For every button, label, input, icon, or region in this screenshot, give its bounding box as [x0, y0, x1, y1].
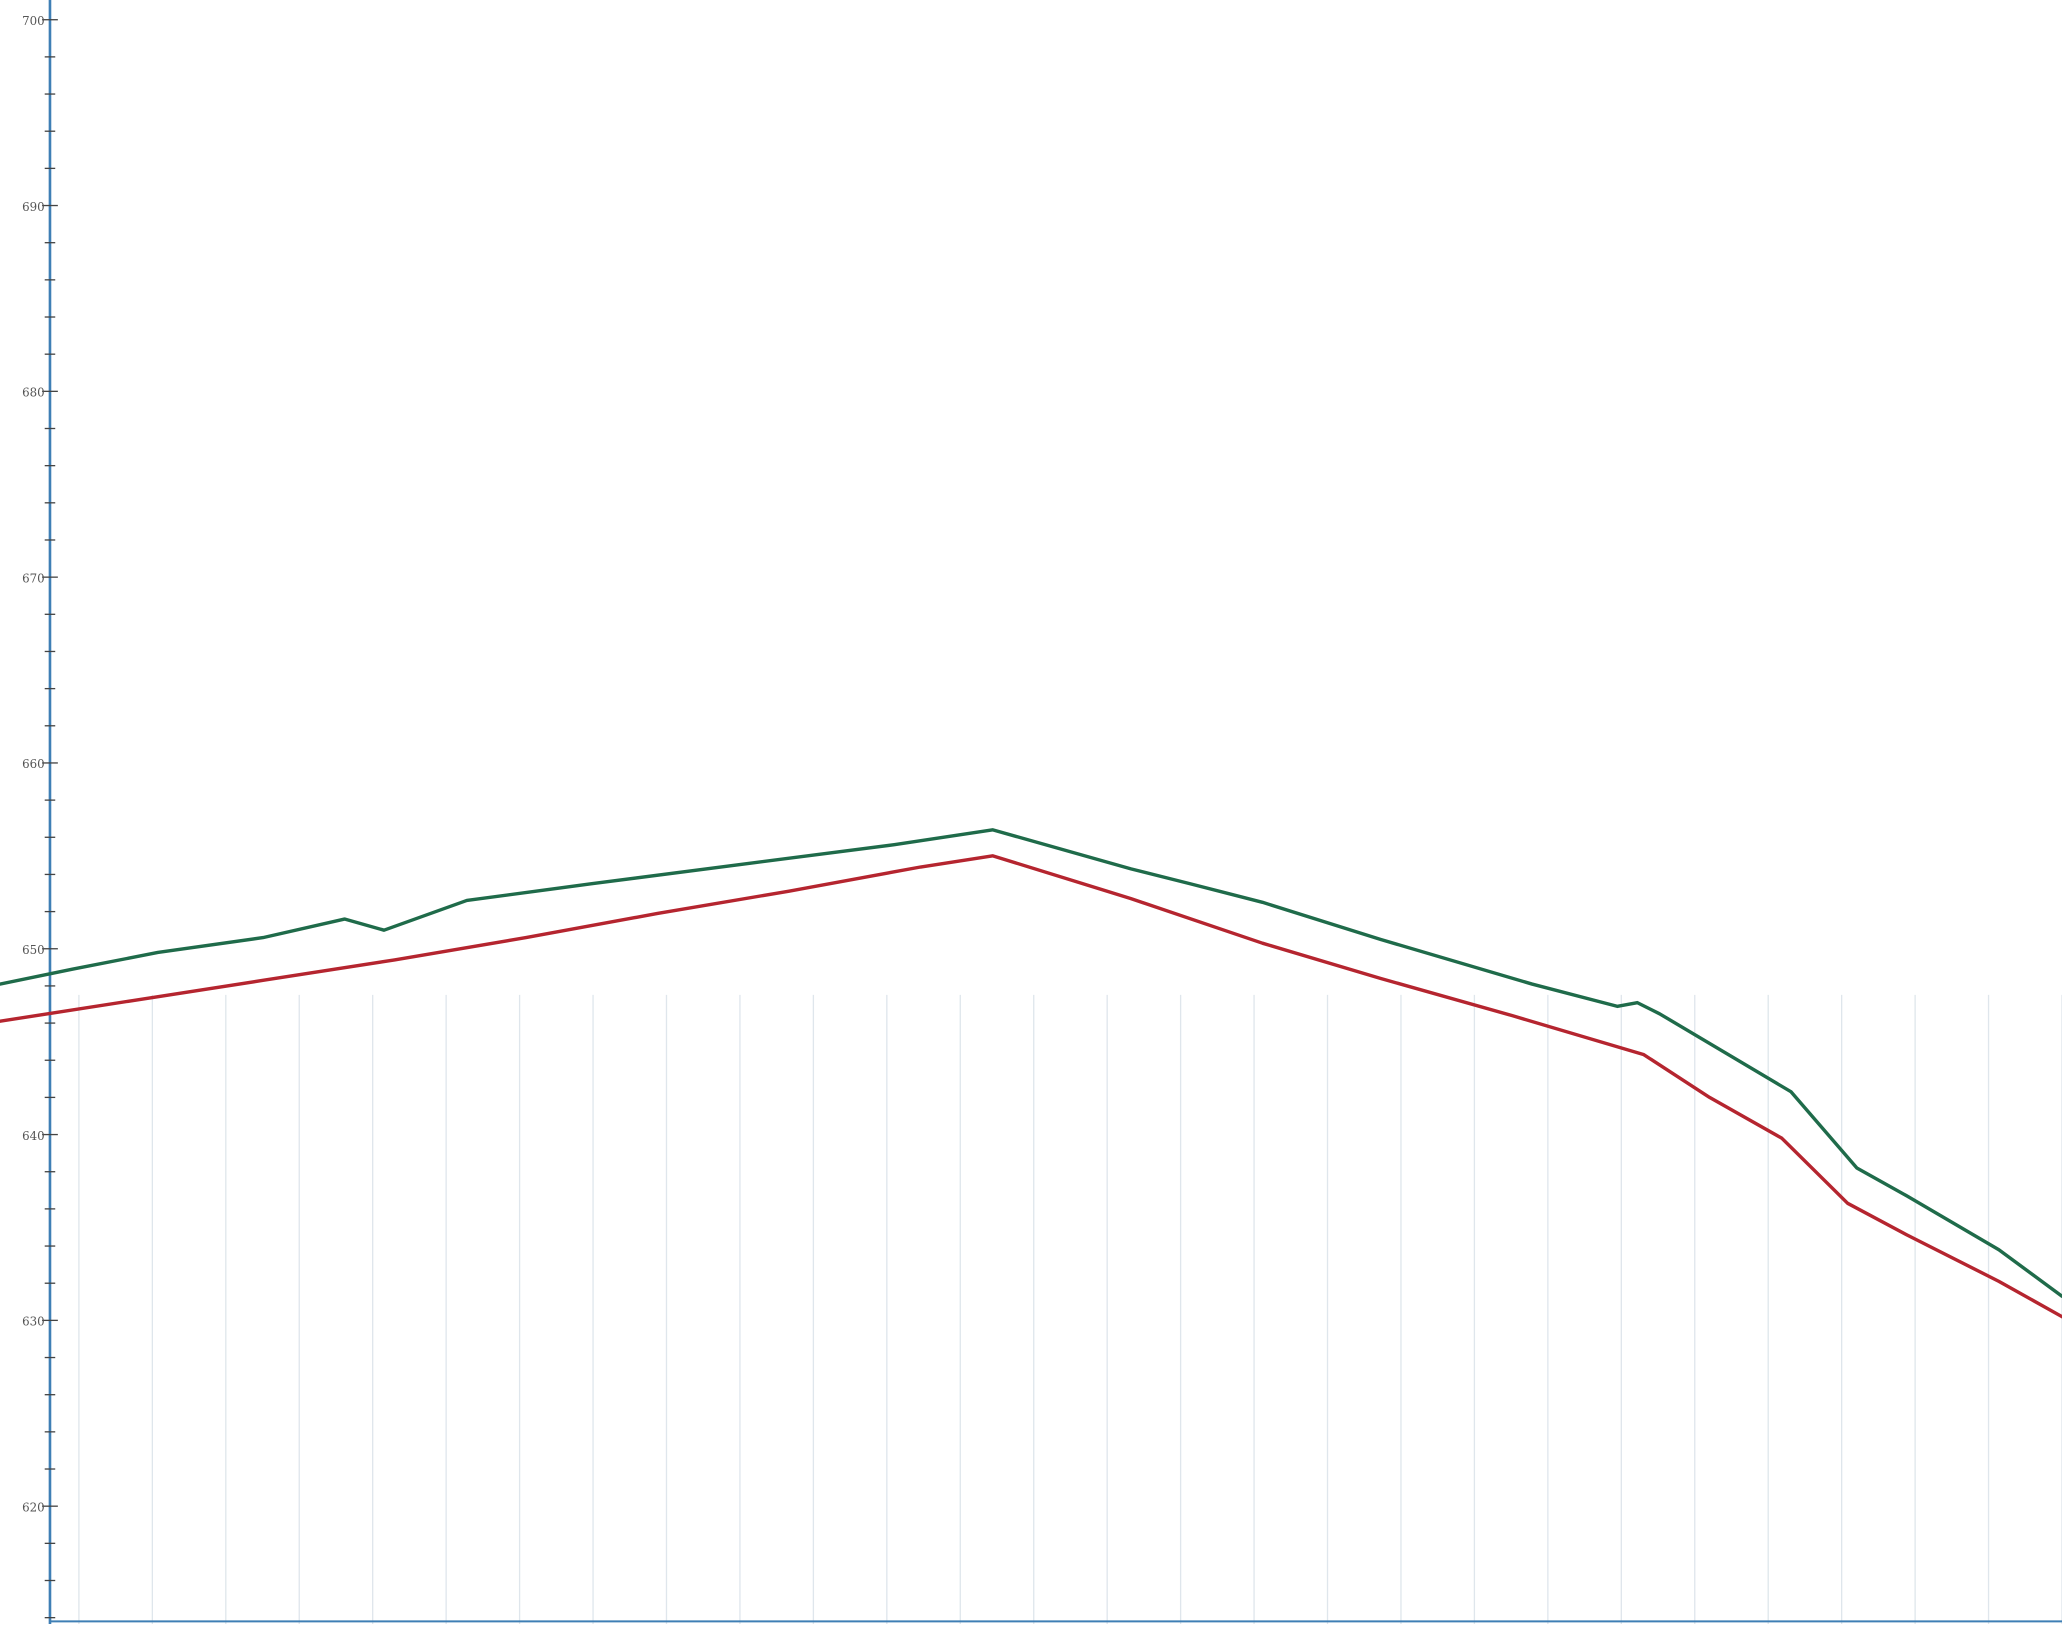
lower-series-point: [1129, 897, 1133, 900]
series-layer: [0, 828, 2062, 1319]
lower-series-point: [1261, 942, 1264, 945]
upper-series-point: [1616, 1005, 1619, 1008]
y-tick-label: 660: [22, 757, 45, 771]
upper-series-point: [156, 951, 159, 954]
lower-series-point: [656, 912, 659, 915]
y-tick-label: 700: [22, 14, 45, 28]
lower-series-point: [1511, 1014, 1514, 1017]
upper-series-point: [1658, 1012, 1661, 1015]
upper-series-point: [261, 936, 265, 939]
lower-series-line: [0, 854, 2062, 1319]
lower-series-point: [524, 936, 528, 939]
upper-series-point: [465, 899, 469, 902]
upper-series-point: [1129, 867, 1133, 871]
y-tick-label: 670: [22, 571, 45, 585]
lower-series-point: [1379, 977, 1382, 980]
lower-series-point: [130, 999, 133, 1002]
upper-series-point: [1997, 1248, 2001, 1251]
lower-series-point: [0, 1020, 2, 1023]
lower-series-point: [1997, 1280, 2001, 1283]
lower-series-point: [1708, 1096, 1711, 1099]
y-axis: 700 690 680 670 660 650 640 630 620: [22, 0, 2062, 1625]
lower-series-point: [393, 958, 396, 962]
lower-series-point: [261, 979, 265, 982]
lower-series-point: [919, 865, 922, 869]
upper-series-point: [382, 928, 386, 932]
y-tick-label: 630: [22, 1315, 45, 1329]
lower-series-point: [1905, 1233, 1909, 1237]
y-tick-label: 690: [22, 200, 45, 214]
lower-series-point: [1780, 1137, 1784, 1140]
y-tick-label: 640: [22, 1129, 45, 1143]
upper-series-point: [1905, 1194, 1909, 1198]
y-tick-label: 650: [22, 943, 45, 957]
upper-series-point: [0, 982, 2, 986]
upper-series-point: [893, 843, 896, 846]
y-tick-label: 680: [22, 386, 45, 400]
upper-series-point: [1379, 938, 1382, 941]
lower-series-point: [991, 854, 995, 858]
upper-series-point: [991, 828, 995, 832]
y-tick-label: 620: [22, 1500, 45, 1514]
upper-series-line: [0, 828, 2062, 1298]
upper-series-point: [1855, 1166, 1859, 1170]
upper-series-point: [590, 882, 593, 885]
upper-series-point: [1789, 1090, 1793, 1094]
lower-series-point: [787, 889, 791, 893]
upper-series-point: [1636, 1001, 1639, 1004]
upper-series-point: [343, 917, 346, 921]
upper-series-point: [1530, 982, 1534, 986]
upper-series-point: [71, 968, 74, 971]
upper-series-point: [748, 862, 751, 865]
upper-series-point: [1261, 901, 1264, 904]
vertical-grid: [78, 994, 2062, 1628]
upper-series-point: [1188, 882, 1192, 885]
lower-series-point: [1846, 1202, 1849, 1205]
lower-series-point: [1642, 1053, 1645, 1056]
